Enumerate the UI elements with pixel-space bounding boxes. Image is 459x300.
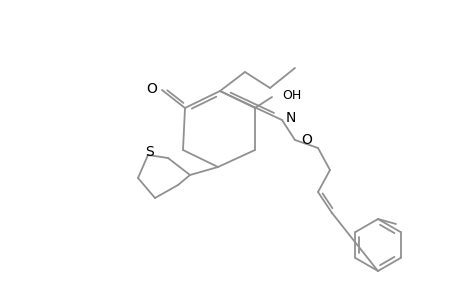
Text: O: O: [146, 82, 157, 96]
Text: O: O: [300, 133, 311, 147]
Text: N: N: [285, 111, 296, 125]
Text: OH: OH: [281, 88, 301, 101]
Text: S: S: [146, 146, 154, 160]
